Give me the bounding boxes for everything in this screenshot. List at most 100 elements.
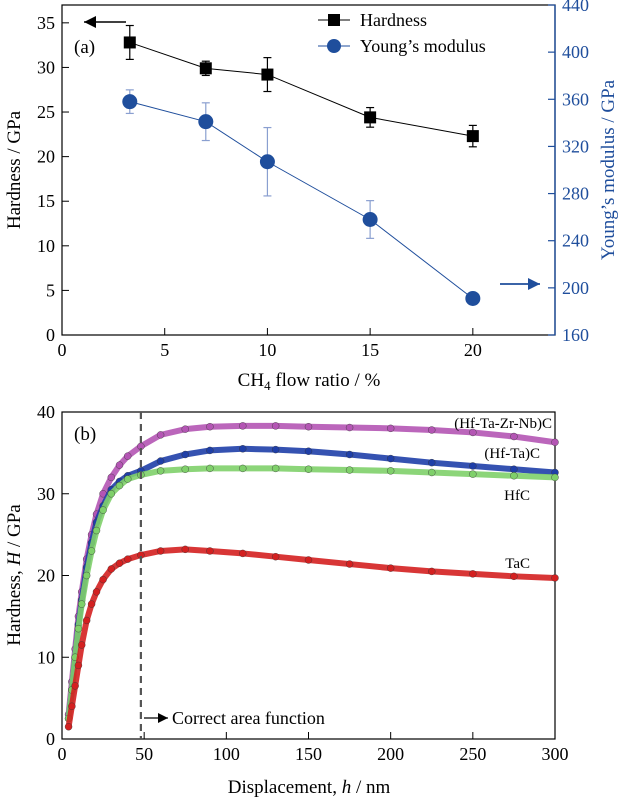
vline-annotation: Correct area function <box>144 708 325 728</box>
arrow-left-axis <box>84 16 126 28</box>
data-point <box>428 567 436 576</box>
data-point <box>156 431 165 439</box>
x-axis-label-b: Displacement, h / nm <box>228 777 391 798</box>
data-point <box>181 465 189 473</box>
data-point <box>469 470 477 478</box>
y-tick-label-right: 240 <box>562 231 589 251</box>
data-point <box>82 616 91 625</box>
x-tick-label-a: 15 <box>361 340 379 360</box>
data-point <box>115 481 124 490</box>
data-point <box>206 464 214 473</box>
data-point <box>304 465 313 473</box>
data-point <box>345 423 354 432</box>
data-point-modulus <box>122 94 138 110</box>
legend-label-hardness: Hardness <box>360 10 427 30</box>
data-point <box>386 454 395 463</box>
panel-label-a: (a) <box>74 37 95 58</box>
y-axis-label-left: Hardness / GPa <box>4 110 25 229</box>
data-point <box>386 424 395 433</box>
y-tick-label-left: 30 <box>37 57 55 77</box>
y-tick-label-left: 25 <box>37 102 55 122</box>
data-point-hardness <box>123 36 136 49</box>
data-point <box>206 446 214 455</box>
data-point <box>428 426 436 434</box>
x-axis-label-a: CH4 flow ratio / % <box>238 370 381 393</box>
data-point <box>551 438 559 446</box>
x-tick-label-a: 5 <box>160 340 169 360</box>
y-tick-label-right: 280 <box>562 184 589 204</box>
y-tick-label-b: 10 <box>37 647 55 667</box>
data-point <box>345 560 354 568</box>
data-point <box>271 445 280 454</box>
y-tick-label-right: 440 <box>562 0 589 15</box>
legend-label-modulus: Young’s modulus <box>360 36 486 56</box>
panel-a: 0 5 10 15 2005101520253035160200240280320360… <box>4 0 619 393</box>
x-tick-label-b: 0 <box>58 744 67 764</box>
data-point <box>345 450 354 459</box>
vline-label: Correct area function <box>172 708 325 728</box>
series-label-hftac: (Hf-Ta)C <box>484 446 540 462</box>
y-tick-label-right: 400 <box>562 42 589 62</box>
data-point <box>181 450 189 459</box>
data-point <box>239 422 247 430</box>
data-point <box>181 545 189 554</box>
panel-label-b: (b) <box>74 424 96 445</box>
data-point <box>74 661 83 670</box>
data-point <box>68 702 76 710</box>
x-tick-label-a: 10 <box>258 340 276 360</box>
data-point <box>345 466 354 474</box>
data-point <box>271 464 280 473</box>
arrow-right-axis <box>500 278 540 290</box>
data-point-modulus <box>259 154 275 170</box>
data-point <box>156 457 165 465</box>
data-point <box>181 425 189 433</box>
data-point <box>239 549 247 558</box>
data-point <box>304 556 313 564</box>
data-point <box>551 574 559 582</box>
data-point <box>271 552 280 561</box>
data-point <box>469 570 477 578</box>
data-point <box>107 473 116 482</box>
data-point <box>64 723 73 731</box>
series-label-tac: TaC <box>505 556 530 572</box>
series-label-hfc: HfC <box>504 488 530 504</box>
y-tick-label-left: 10 <box>37 236 55 256</box>
legend-a: Hardness Young’s modulus <box>318 10 486 56</box>
data-point <box>92 526 101 535</box>
panel-b: 0 50 100 150 200 250 300 0 10 20 30 40 Correct area… <box>4 402 569 798</box>
data-point-hardness <box>364 111 377 124</box>
legend-marker-modulus <box>327 39 341 53</box>
data-point <box>510 572 518 581</box>
x-tick-label-b: 100 <box>213 744 240 764</box>
data-point <box>510 432 518 441</box>
data-point <box>551 473 559 482</box>
data-point <box>87 600 96 608</box>
data-point <box>386 467 395 475</box>
data-point <box>239 464 247 473</box>
data-point <box>74 624 83 633</box>
data-point-modulus <box>362 212 378 227</box>
data-point <box>469 428 477 437</box>
y-tick-label-right: 200 <box>562 278 589 298</box>
data-point <box>99 506 107 514</box>
data-point <box>156 547 165 555</box>
y-tick-label-left: 20 <box>37 147 55 167</box>
data-point <box>124 555 132 563</box>
series-label-hftazrnbc: (Hf-Ta-Zr-Nb)C <box>454 416 552 432</box>
x-tick-label-b: 200 <box>377 744 404 764</box>
y-axis-label-b: Hardness, H / GPa <box>4 504 25 646</box>
y-tick-label-left: 5 <box>46 280 55 300</box>
data-point <box>428 468 436 477</box>
y-tick-label-b: 30 <box>37 484 55 504</box>
legend-marker-hardness <box>328 14 340 26</box>
y-tick-label-b: 40 <box>37 402 55 422</box>
data-point <box>107 565 116 573</box>
y-tick-label-left: 0 <box>46 325 55 345</box>
x-tick-label-a: 0 <box>58 340 67 360</box>
data-point <box>304 423 313 431</box>
data-point <box>206 547 214 555</box>
y-tick-label-right: 320 <box>562 136 589 156</box>
x-tick-label-a: 20 <box>464 340 482 360</box>
data-point <box>124 452 132 460</box>
